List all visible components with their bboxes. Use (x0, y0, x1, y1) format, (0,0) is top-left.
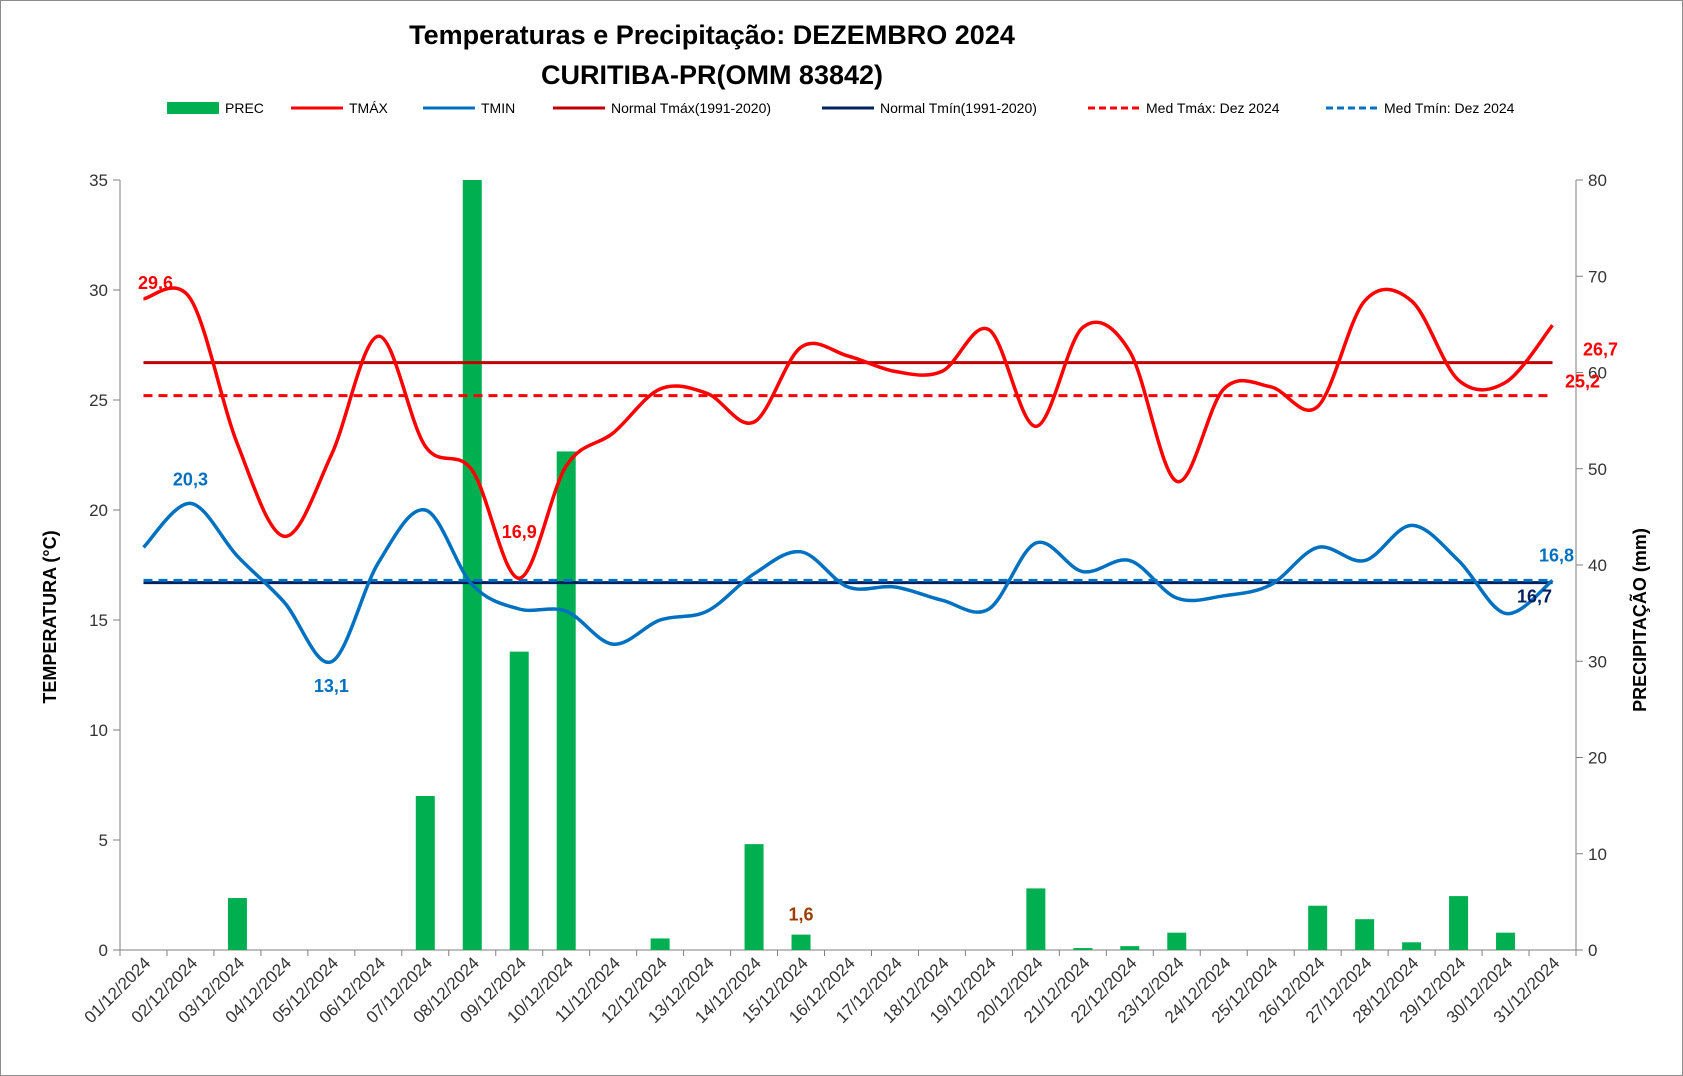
prec-bar (1308, 905, 1328, 950)
prec-bar (650, 938, 670, 950)
data-label: 1,6 (789, 905, 814, 925)
temperature-line (142, 501, 1554, 664)
legend-label: Med Tmáx: Dez 2024 (1146, 100, 1280, 116)
y-left-tick-label: 5 (99, 831, 108, 850)
prec-bar (227, 898, 247, 950)
data-label: 16,9 (502, 522, 537, 542)
legend-label: TMÁX (349, 100, 389, 116)
temperature-line (143, 286, 1554, 580)
prec-bar (1355, 919, 1375, 950)
y-left-tick-label: 15 (89, 611, 108, 630)
y-right-tick-label: 10 (1588, 845, 1607, 864)
prec-bar (744, 844, 764, 950)
prec-bar (462, 180, 482, 950)
data-label: 20,3 (173, 469, 208, 489)
y-right-tick-label: 30 (1588, 652, 1607, 671)
legend-label: Normal Tmín(1991-2020) (880, 100, 1037, 116)
y-axis-left-label: TEMPERATURA (°C) (40, 530, 60, 703)
y-right-tick-label: 70 (1588, 267, 1607, 286)
prec-bar (509, 651, 529, 950)
axes: 051015202530350102030405060708001/12/202… (81, 171, 1607, 1027)
legend-swatch (167, 102, 219, 114)
data-label: 16,7 (1517, 587, 1552, 607)
y-left-tick-label: 0 (99, 941, 108, 960)
y-right-tick-label: 0 (1588, 941, 1597, 960)
reference-lines (143, 361, 1553, 585)
data-label: 25,2 (1565, 372, 1600, 392)
y-axis-right-label: PRECIPITAÇÃO (mm) (1629, 528, 1650, 712)
prec-bar (1496, 932, 1516, 950)
legend-label: Normal Tmáx(1991-2020) (611, 100, 771, 116)
y-left-tick-label: 10 (89, 721, 108, 740)
prec-bar (791, 934, 811, 950)
prec-bar (415, 796, 435, 950)
data-label: 26,7 (1583, 340, 1618, 360)
y-left-tick-label: 25 (89, 391, 108, 410)
y-right-tick-label: 50 (1588, 460, 1607, 479)
y-left-tick-label: 30 (89, 281, 108, 300)
prec-bar (1449, 896, 1469, 950)
y-right-tick-label: 40 (1588, 556, 1607, 575)
prec-bar (1167, 932, 1187, 950)
data-label: 13,1 (314, 676, 349, 696)
y-right-tick-label: 80 (1588, 171, 1607, 190)
legend: PREC TMÁX TMIN Normal Tmáx(1991-2020) Normal… (167, 100, 1515, 116)
prec-bars (227, 180, 1516, 950)
y-left-tick-label: 20 (89, 501, 108, 520)
y-right-tick-label: 20 (1588, 749, 1607, 768)
data-label: 16,8 (1539, 545, 1574, 565)
prec-bar (1026, 888, 1046, 950)
legend-label: Med Tmín: Dez 2024 (1384, 100, 1515, 116)
chart-title: Temperaturas e Precipitação: DEZEMBRO 20… (409, 20, 1015, 50)
annotations: 29,6 20,3 13,1 16,9 1,6 26,7 25,2 16,8 16,7 (138, 273, 1618, 925)
temperature-lines (142, 286, 1554, 664)
prec-bar (1120, 946, 1140, 950)
y-right-tick-label: 60 (1588, 364, 1607, 383)
prec-bar (556, 451, 576, 950)
prec-bar (1073, 948, 1093, 950)
data-label: 29,6 (138, 273, 173, 293)
legend-label: PREC (225, 100, 264, 116)
y-left-tick-label: 35 (89, 171, 108, 190)
prec-bar (1402, 942, 1422, 950)
legend-label: TMIN (481, 100, 515, 116)
chart-subtitle: CURITIBA-PR(OMM 83842) (541, 60, 883, 90)
